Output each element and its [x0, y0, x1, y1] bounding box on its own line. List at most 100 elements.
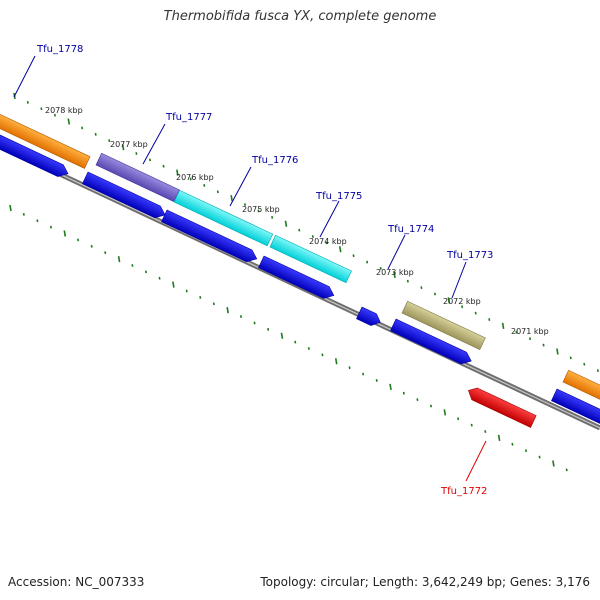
outer-tick: [338, 246, 342, 253]
inner-tick: [552, 460, 555, 467]
inner-tick: [294, 340, 297, 344]
outer-tick: [216, 190, 219, 194]
outer-tick: [501, 322, 505, 330]
inner-tick: [497, 434, 501, 442]
inner-tick: [212, 302, 215, 306]
cds-arrow-Tfu_1776[interactable]: [161, 209, 259, 265]
inner-tick: [389, 383, 392, 390]
gene-block-Tfu_1777[interactable]: [95, 152, 180, 203]
cds-arrow-Tfu_1772[interactable]: [465, 385, 537, 428]
cds-arrow-Tfu_1778[interactable]: [0, 121, 71, 180]
outer-tick: [447, 297, 451, 304]
inner-tick: [253, 321, 256, 325]
outer-tick: [135, 152, 138, 155]
outer-tick: [203, 184, 206, 187]
outer-tick: [556, 348, 559, 355]
inner-tick-marks: [9, 204, 568, 472]
outer-tick: [271, 215, 274, 219]
gene-label-Tfu_1776[interactable]: Tfu_1776: [251, 155, 298, 166]
cds-arrow-Tfu_1775[interactable]: [258, 255, 336, 302]
inner-tick: [538, 455, 541, 459]
cds-arrows: [0, 121, 600, 428]
outer-tick: [433, 292, 437, 296]
inner-tick: [239, 315, 243, 318]
inner-tick: [402, 391, 405, 395]
cds-arrow-right-edge[interactable]: [551, 388, 600, 427]
inner-tick: [470, 423, 473, 427]
outer-tick: [176, 169, 179, 176]
gene-block-Tfu_1776[interactable]: [173, 189, 274, 247]
outer-tick: [325, 241, 328, 245]
outer-tick: [81, 126, 84, 130]
outer-tick: [488, 318, 491, 321]
scale-label: 2074 kbp: [309, 237, 347, 246]
inner-tick: [348, 366, 351, 370]
inner-tick: [131, 264, 134, 267]
gene-label-leaders: [13, 55, 487, 482]
outer-tick: [108, 139, 111, 143]
inner-tick: [334, 358, 338, 365]
outer-tick: [40, 107, 43, 111]
inner-tick: [77, 238, 80, 242]
map-title: Thermobifida fusca YX, complete genome: [163, 9, 437, 24]
outer-tick: [583, 362, 586, 366]
scale-label: 2072 kbp: [443, 297, 481, 306]
outer-tick: [243, 203, 247, 206]
inner-tick: [226, 307, 229, 314]
outer-tick: [352, 254, 355, 258]
gene-label-Tfu_1778[interactable]: Tfu_1778: [36, 44, 83, 55]
outer-tick: [406, 279, 409, 283]
outer-tick: [528, 337, 532, 341]
gene-block-Tfu_1775[interactable]: [269, 234, 352, 284]
gene-blocks: [0, 104, 600, 408]
inner-tick: [375, 379, 378, 382]
outer-tick: [474, 311, 477, 315]
cds-arrow-Tfu_1774[interactable]: [390, 318, 473, 367]
inner-tick: [36, 219, 39, 223]
inner-tick: [362, 372, 365, 376]
inner-tick: [267, 327, 270, 331]
outer-tick: [379, 267, 382, 270]
inner-tick: [158, 276, 161, 280]
gene-label-Tfu_1777[interactable]: Tfu_1777: [165, 112, 212, 123]
outer-tick: [148, 158, 152, 162]
outer-tick: [515, 330, 518, 334]
scale-label: 2078 kbp: [45, 106, 83, 115]
outer-tick: [162, 164, 165, 168]
inner-tick: [429, 404, 433, 408]
scale-labels: 2078 kbp 2077 kbp 2076 kbp 2075 kbp 2074…: [45, 106, 549, 336]
inner-tick: [280, 332, 284, 339]
gene-label-Tfu_1773[interactable]: Tfu_1773: [446, 250, 493, 261]
outer-tick-marks: [13, 92, 599, 373]
inner-tick: [416, 398, 419, 402]
gene-block-Tfu_1774[interactable]: [401, 300, 486, 351]
inner-tick: [22, 212, 25, 216]
gene-label-Tfu_1772[interactable]: Tfu_1772: [440, 486, 487, 497]
gene-block-right-edge[interactable]: [562, 369, 600, 408]
outer-tick: [230, 195, 233, 202]
gene-label-Tfu_1774[interactable]: Tfu_1774: [387, 224, 434, 235]
outer-tick: [284, 220, 288, 227]
outer-tick: [393, 271, 396, 278]
outer-tick: [94, 132, 97, 136]
inner-tick: [307, 347, 310, 350]
inner-tick: [199, 296, 202, 299]
gene-block-Tfu_1778[interactable]: [0, 104, 91, 169]
inner-tick: [443, 409, 447, 416]
outer-tick: [26, 100, 29, 104]
accession-text: Accession: NC_007333: [8, 575, 145, 589]
outer-tick: [596, 369, 599, 373]
scale-label: 2076 kbp: [176, 173, 214, 182]
outer-tick: [189, 177, 192, 181]
cds-arrow-small[interactable]: [356, 306, 382, 329]
inner-tick: [63, 230, 67, 237]
inner-tick: [49, 225, 53, 229]
outer-tick: [420, 286, 423, 290]
inner-tick: [565, 468, 568, 472]
gene-label-Tfu_1775[interactable]: Tfu_1775: [315, 191, 362, 202]
gene-labels: Tfu_1778 Tfu_1777 Tfu_1776 Tfu_1775 Tfu_…: [36, 44, 493, 497]
outer-tick: [311, 235, 314, 238]
outer-tick: [121, 143, 125, 151]
inner-tick: [9, 204, 12, 212]
cds-arrow-Tfu_1777[interactable]: [82, 171, 167, 221]
